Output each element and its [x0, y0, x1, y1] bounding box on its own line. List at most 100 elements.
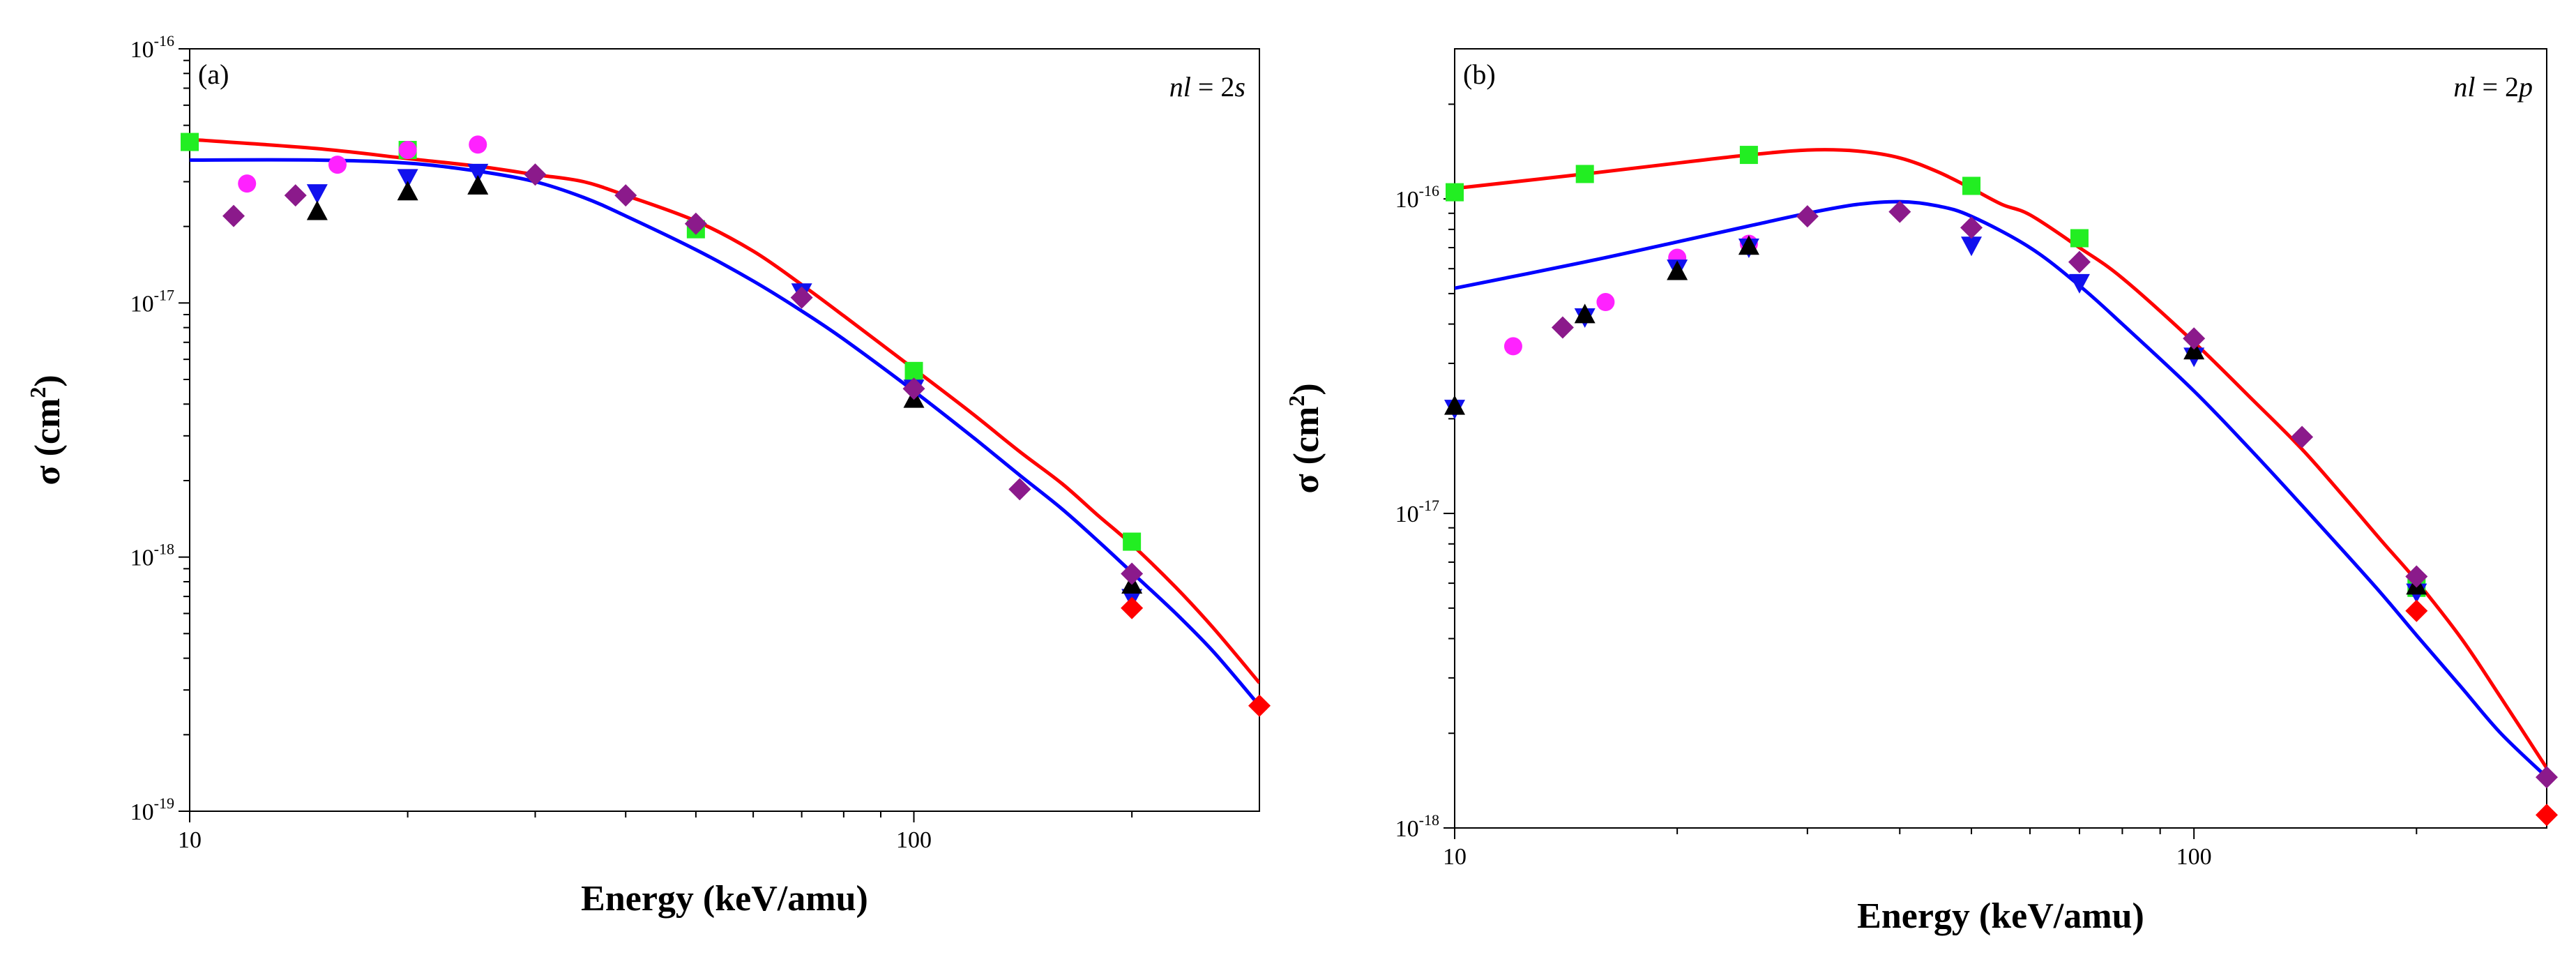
- y-axis-label-sup: 2: [1284, 395, 1309, 407]
- red-diamond-point: [1121, 596, 1144, 619]
- y-tick-label: 10-16: [130, 32, 174, 63]
- x-axis-label: Energy (keV/amu): [1857, 896, 2144, 936]
- nl-annotation-text: = 2: [1191, 71, 1235, 103]
- blue-curve: [1455, 199, 2547, 779]
- y-axis-label: σ (cm2): [25, 375, 68, 485]
- black-up-triangle-point: [1667, 260, 1688, 280]
- y-tick-base: 10: [1395, 187, 1419, 213]
- y-tick-label: 10-17: [130, 286, 174, 317]
- nl-annotation-suffix: p: [2517, 71, 2533, 103]
- black-up-triangle-point: [2183, 340, 2205, 360]
- x-tick-label: 10: [178, 827, 202, 853]
- x-axis-label: Energy (keV/amu): [581, 879, 868, 919]
- y-tick-label: 10-17: [1395, 497, 1439, 527]
- purple-diamond-point: [2536, 766, 2558, 789]
- y-axis-label-close: ): [28, 375, 68, 386]
- plot-frame: [1454, 48, 2547, 829]
- purple-diamond-point: [2183, 327, 2206, 350]
- blue-down-triangle-point: [467, 163, 489, 183]
- magenta-circle-point: [1503, 337, 1522, 356]
- black-up-triangle-point: [1574, 303, 1596, 324]
- purple-diamond-point: [902, 377, 925, 400]
- y-tick-base: 10: [1395, 502, 1419, 527]
- green-square-point: [1739, 146, 1758, 165]
- green-square-point: [1446, 183, 1464, 202]
- blue-down-triangle-point: [306, 184, 328, 204]
- nl-annotation-prefix: nl: [2453, 71, 2475, 103]
- magenta-circle-point: [328, 156, 347, 174]
- black-up-triangle-point: [397, 181, 418, 201]
- magenta-circle-point: [238, 174, 257, 193]
- magenta-circle-point: [398, 140, 417, 159]
- purple-diamond-point: [1888, 200, 1911, 223]
- y-axis-label-text: (cm: [1287, 407, 1326, 474]
- black-up-triangle-point: [1738, 235, 1759, 255]
- purple-diamond-point: [524, 163, 547, 186]
- blue-curve: [190, 158, 1259, 707]
- black-up-triangle-point: [306, 200, 328, 220]
- y-tick-exponent: -18: [1419, 811, 1439, 829]
- green-square-point: [1962, 176, 1981, 195]
- blue-down-triangle-point: [1961, 236, 1983, 257]
- purple-diamond-point: [2405, 565, 2428, 588]
- y-tick-label: 10-18: [130, 541, 174, 571]
- nl-annotation-text: = 2: [2475, 71, 2519, 103]
- y-axis-label-sym: σ: [28, 465, 68, 485]
- green-square-point: [2070, 229, 2089, 248]
- purple-diamond-point: [1008, 478, 1031, 501]
- nl-annotation-prefix: nl: [1169, 71, 1191, 103]
- blue-down-triangle-point: [2068, 273, 2090, 294]
- panel-label: (a): [198, 59, 229, 90]
- y-tick-base: 10: [1395, 816, 1419, 842]
- purple-diamond-point: [1551, 316, 1574, 339]
- y-axis-label-close: ): [1287, 383, 1326, 395]
- red-diamond-point: [2536, 804, 2558, 827]
- red-diamond-point: [1248, 694, 1271, 717]
- x-tick-label: 10: [1443, 844, 1467, 870]
- y-axis-label: σ (cm2): [1284, 383, 1326, 493]
- y-tick-label: 10-16: [1395, 182, 1439, 213]
- purple-diamond-point: [284, 184, 307, 207]
- blue-down-triangle-point: [397, 169, 418, 189]
- nl-annotation: nl = 2p: [2453, 71, 2533, 103]
- purple-diamond-point: [2068, 250, 2091, 273]
- y-tick-exponent: -17: [1419, 497, 1439, 514]
- purple-diamond-point: [1960, 216, 1983, 239]
- nl-annotation-suffix: s: [1234, 71, 1245, 103]
- purple-diamond-point: [222, 204, 245, 227]
- black-up-triangle-point: [1444, 395, 1465, 415]
- y-axis-label-sup: 2: [25, 387, 50, 398]
- purple-diamond-point: [1796, 205, 1819, 228]
- green-square-point: [1123, 532, 1142, 551]
- y-tick-label: 10-18: [1395, 811, 1439, 842]
- y-tick-label: 10-19: [130, 794, 174, 825]
- magenta-circle-point: [1596, 293, 1615, 312]
- y-tick-exponent: -16: [154, 32, 174, 50]
- y-tick-base: 10: [130, 37, 154, 63]
- y-axis-label-sym: σ: [1287, 474, 1326, 493]
- x-tick-label: 100: [2176, 844, 2212, 870]
- purple-diamond-point: [790, 286, 813, 309]
- y-tick-base: 10: [130, 545, 154, 571]
- nl-annotation: nl = 2s: [1169, 71, 1245, 103]
- panel-label: (b): [1463, 59, 1496, 90]
- green-square-point: [181, 133, 199, 151]
- y-axis-label-text: (cm: [28, 398, 68, 466]
- y-tick-exponent: -19: [154, 794, 174, 812]
- y-tick-base: 10: [130, 799, 154, 825]
- purple-diamond-point: [614, 184, 637, 207]
- red-diamond-point: [2405, 599, 2428, 622]
- green-square-point: [1575, 165, 1594, 183]
- y-tick-exponent: -16: [1419, 182, 1439, 199]
- purple-diamond-point: [684, 212, 707, 235]
- purple-diamond-point: [2291, 425, 2314, 449]
- purple-diamond-point: [1121, 562, 1144, 585]
- y-tick-exponent: -17: [154, 286, 174, 303]
- black-up-triangle-point: [467, 174, 489, 195]
- green-square-point: [904, 361, 923, 380]
- x-tick-label: 100: [896, 827, 932, 853]
- y-tick-exponent: -18: [154, 541, 174, 558]
